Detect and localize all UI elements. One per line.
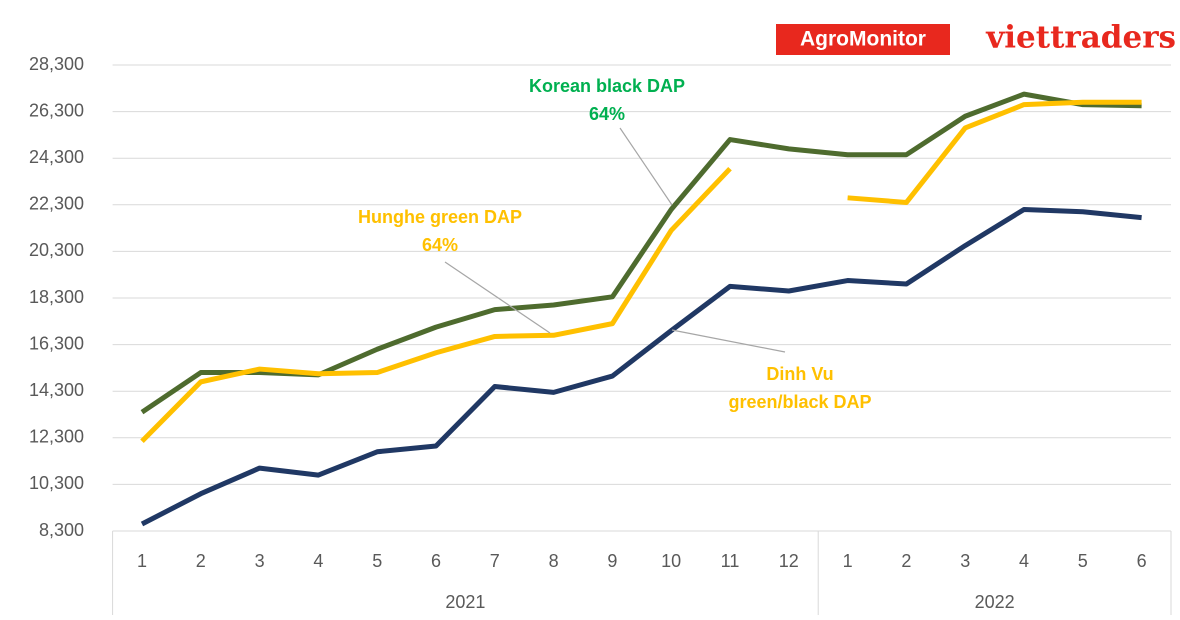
annotation: 64% (422, 235, 458, 255)
y-tick-label: 24,300 (29, 147, 84, 167)
annotation-leader (671, 329, 786, 353)
annotation: Hunghe green DAP (358, 207, 522, 227)
logo-box (776, 24, 950, 55)
logo-viettraders: viettraders (985, 20, 1176, 56)
y-tick-label: 22,300 (29, 194, 84, 214)
x-tick-label: 1 (843, 551, 853, 571)
y-tick-label: 26,300 (29, 100, 84, 120)
series-line (140, 206, 1142, 527)
series-line (140, 91, 1142, 415)
annotation: 64% (589, 104, 625, 124)
logo-agromonitor: AgroMonitor (800, 28, 926, 51)
x-tick-label: 10 (661, 551, 681, 571)
y-tick-label: 12,300 (29, 427, 84, 447)
annotation: green/black DAP (728, 392, 871, 412)
x-tick-label: 5 (1078, 551, 1088, 571)
y-tick-label: 14,300 (29, 380, 84, 400)
y-tick-label: 28,300 (29, 54, 84, 74)
y-tick-label: 18,300 (29, 287, 84, 307)
annotation: Korean black DAP (529, 76, 685, 96)
x-tick-label: 1 (137, 551, 147, 571)
series-line (140, 99, 1142, 444)
x-tick-label: 5 (372, 551, 382, 571)
year-label: 2022 (975, 592, 1015, 612)
x-tick-label: 12 (779, 551, 799, 571)
y-tick-label: 10,300 (29, 473, 84, 493)
annotation-leader (619, 127, 673, 206)
x-tick-label: 6 (1137, 551, 1147, 571)
year-label: 2021 (445, 592, 485, 612)
x-tick-label: 3 (255, 551, 265, 571)
x-tick-label: 2 (901, 551, 911, 571)
x-tick-label: 4 (1019, 551, 1029, 571)
x-tick-label: 2 (196, 551, 206, 571)
y-tick-label: 20,300 (29, 240, 84, 260)
y-tick-label: 8,300 (39, 520, 84, 540)
x-tick-label: 11 (721, 551, 740, 571)
x-tick-label: 9 (607, 551, 617, 571)
y-tick-label: 16,300 (29, 333, 84, 353)
x-tick-label: 7 (490, 551, 500, 571)
annotation-leader (444, 261, 551, 334)
x-tick-label: 6 (431, 551, 441, 571)
x-tick-label: 4 (313, 551, 323, 571)
annotation: Dinh Vu (766, 364, 833, 384)
x-tick-label: 3 (960, 551, 970, 571)
x-tick-label: 8 (549, 551, 559, 571)
